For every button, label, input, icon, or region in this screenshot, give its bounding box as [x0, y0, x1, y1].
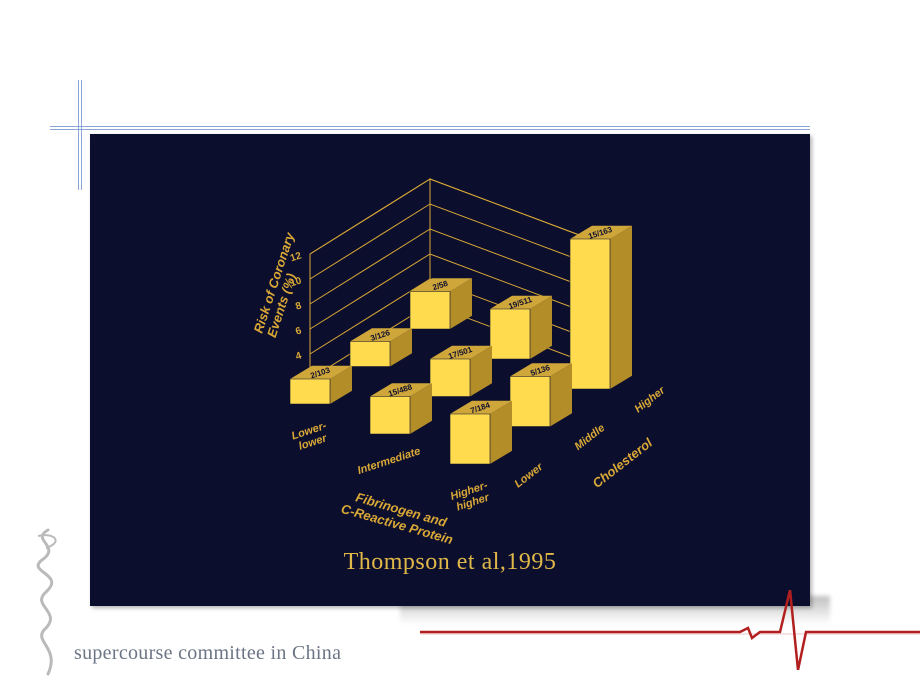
bar-front [510, 377, 550, 427]
bar-front [570, 239, 610, 389]
dragon-icon [24, 526, 72, 676]
footer-text: supercourse committee in China [74, 642, 341, 665]
bar-front [370, 397, 410, 435]
x-category-label: Intermediate [356, 445, 422, 477]
bar-front [430, 359, 470, 397]
y-category-label: Middle [572, 422, 607, 453]
bar-front [490, 309, 530, 359]
bar-front [290, 379, 330, 404]
decor-cross-vertical [78, 80, 82, 190]
y-category-label: Lower [512, 461, 545, 491]
y-category-label: Higher [632, 384, 667, 415]
y-axis-title: Cholesterol [589, 435, 655, 491]
chart-caption: Thompson et al,1995 [90, 549, 810, 576]
bar-front [450, 414, 490, 464]
svg-text:4: 4 [294, 350, 303, 362]
x-axis-title: Fibrinogen andC-Reactive Protein [339, 487, 458, 548]
chart-plate: 24681012 24681012 2/5819/51115/1633/1261… [90, 134, 810, 606]
svg-text:8: 8 [294, 300, 303, 312]
bar-side [610, 226, 632, 389]
chart-3d-bar: 24681012 24681012 2/5819/51115/1633/1261… [90, 134, 810, 564]
decor-cross-horizontal [50, 126, 810, 130]
x-category-label: Lower-lower [290, 420, 332, 454]
x-category-label: Higher-higher [449, 479, 493, 514]
svg-text:6: 6 [294, 325, 303, 337]
ecg-icon [420, 590, 920, 670]
bar-front [350, 342, 390, 367]
bar-front [410, 292, 450, 330]
